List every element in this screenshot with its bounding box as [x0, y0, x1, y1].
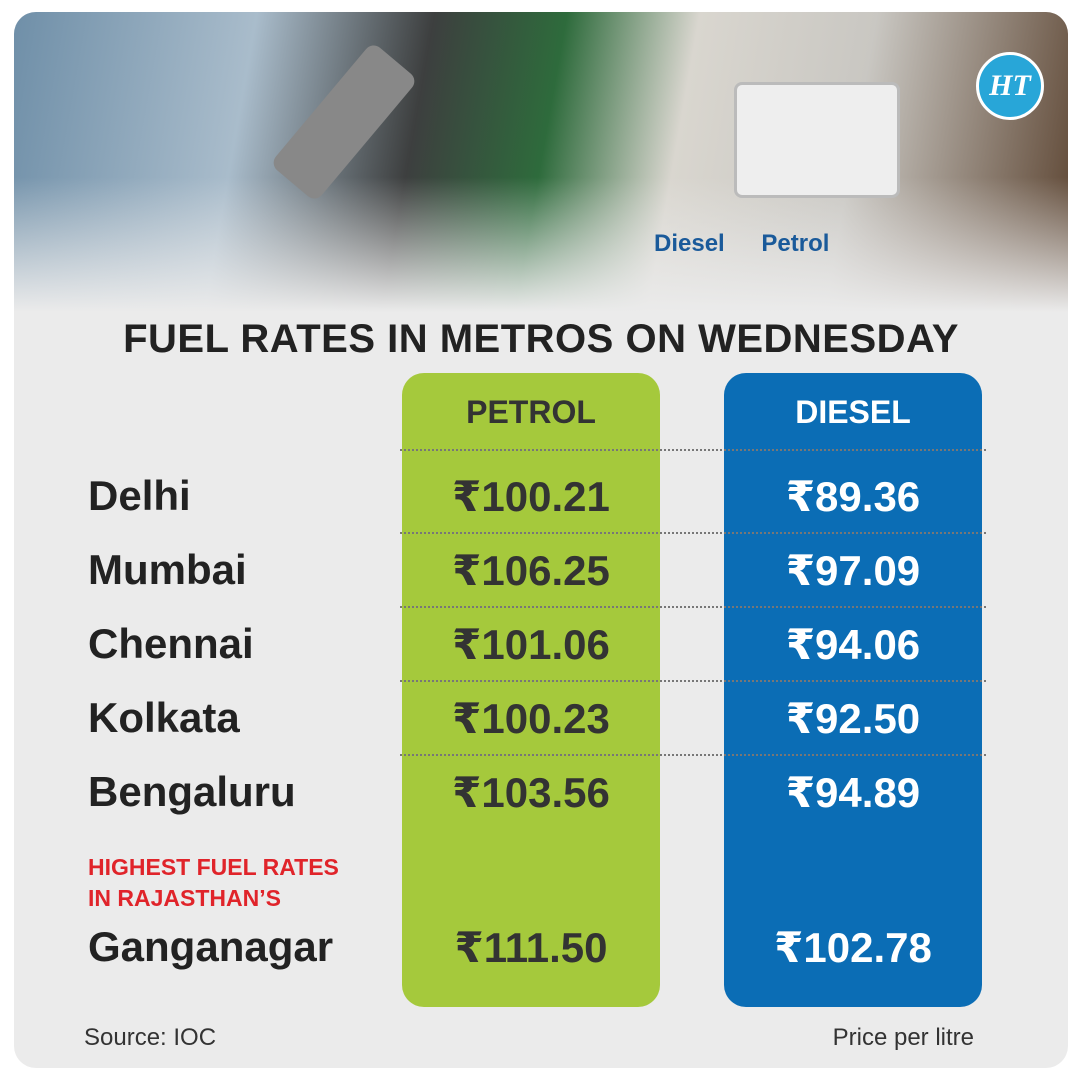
- city: Ganganagar: [88, 923, 334, 970]
- diesel-price: ₹89.36: [785, 473, 921, 520]
- sign-label: Diesel: [654, 230, 725, 257]
- diesel-price: ₹94.89: [785, 769, 921, 816]
- unit-note: Price per litre: [832, 1024, 974, 1051]
- petrol-price: ₹111.50: [454, 924, 608, 971]
- pump-display: [734, 82, 900, 198]
- logo: HT: [976, 52, 1044, 120]
- city: Mumbai: [88, 546, 247, 593]
- note: HIGHEST FUEL RATES: [88, 854, 339, 880]
- petrol-column: [402, 373, 660, 1007]
- note: IN RAJASTHAN’S: [88, 885, 281, 911]
- divider: [400, 532, 986, 534]
- divider: [400, 754, 986, 756]
- diesel-price: ₹94.06: [785, 621, 921, 668]
- petrol-price: ₹100.21: [452, 473, 610, 520]
- sign-label: Petrol: [761, 230, 830, 257]
- petrol-price: ₹103.56: [452, 769, 610, 816]
- diesel-price: ₹102.78: [774, 924, 932, 971]
- petrol-price: ₹100.23: [452, 695, 610, 742]
- city: Kolkata: [88, 694, 240, 741]
- nozzle: [269, 41, 419, 203]
- city: Bengaluru: [88, 768, 296, 815]
- column-header: PETROL: [466, 394, 596, 430]
- divider: [400, 606, 986, 608]
- pump-sign: Diesel Petrol: [654, 230, 859, 258]
- petrol-price: ₹101.06: [452, 621, 610, 668]
- card: Diesel Petrol HT FUEL RATES IN METROS ON…: [14, 12, 1068, 1068]
- source: Source: IOC: [84, 1024, 217, 1051]
- city: Chennai: [88, 620, 254, 667]
- diesel-price: ₹97.09: [785, 547, 921, 594]
- divider: [400, 449, 986, 451]
- photo: Diesel Petrol: [14, 12, 1068, 312]
- petrol-price: ₹106.25: [452, 547, 610, 594]
- diesel-column: [724, 373, 982, 1007]
- divider: [400, 680, 986, 682]
- city: Delhi: [88, 472, 191, 519]
- diesel-price: ₹92.50: [785, 695, 921, 742]
- column-header: DIESEL: [795, 394, 911, 430]
- title: FUEL RATES IN METROS ON WEDNESDAY: [123, 317, 959, 361]
